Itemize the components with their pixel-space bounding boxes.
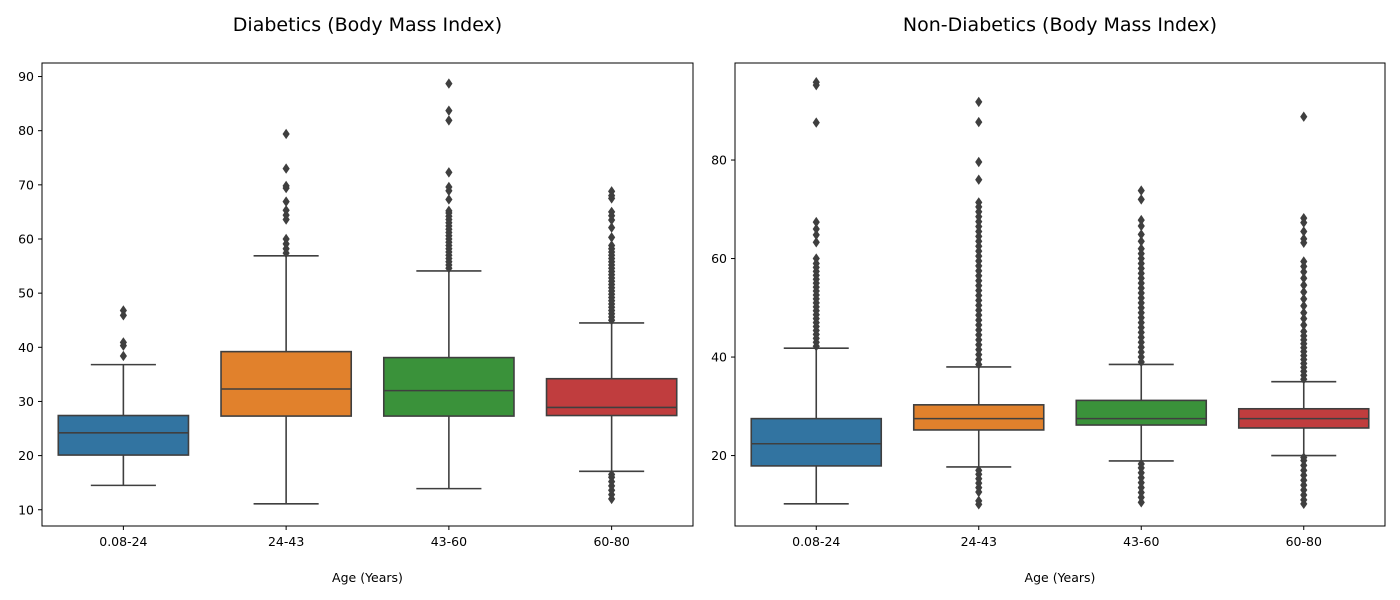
y-tick-label: 40 bbox=[18, 340, 34, 355]
x-tick-label: 60-80 bbox=[593, 534, 629, 549]
x-tick-label: 43-60 bbox=[431, 534, 467, 549]
y-tick-label: 60 bbox=[711, 251, 727, 266]
outlier-point bbox=[975, 157, 982, 167]
outlier-point bbox=[445, 78, 452, 88]
outlier-point bbox=[975, 175, 982, 185]
y-tick-label: 50 bbox=[18, 286, 34, 301]
chart-2: Non-Diabetics (Body Mass Index) 20 40 60 80 0… bbox=[711, 14, 1385, 585]
outlier-point bbox=[1138, 194, 1145, 204]
axes-frame bbox=[42, 63, 693, 526]
outlier-point bbox=[813, 117, 820, 127]
y-tick-label: 20 bbox=[18, 448, 34, 463]
box-group bbox=[1076, 185, 1206, 507]
y-tick-label: 10 bbox=[18, 502, 34, 517]
outlier-point bbox=[975, 97, 982, 107]
box-iqr bbox=[384, 358, 514, 416]
chart-title: Diabetics (Body Mass Index) bbox=[233, 14, 502, 36]
x-tick-label: 0.08-24 bbox=[792, 534, 840, 549]
box-group bbox=[1239, 111, 1369, 509]
chart-title: Non-Diabetics (Body Mass Index) bbox=[903, 14, 1217, 36]
box-group bbox=[914, 97, 1044, 510]
x-tick-label: 0.08-24 bbox=[99, 534, 147, 549]
x-tick-label: 60-80 bbox=[1286, 534, 1322, 549]
outlier-point bbox=[120, 351, 127, 361]
y-tick-label: 60 bbox=[18, 231, 34, 246]
outlier-point bbox=[1138, 215, 1145, 225]
box-iqr bbox=[914, 405, 1044, 430]
y-tick-label: 80 bbox=[18, 123, 34, 138]
outlier-point bbox=[975, 117, 982, 127]
outlier-point bbox=[1138, 185, 1145, 195]
outlier-point bbox=[283, 196, 290, 206]
outlier-point bbox=[1300, 111, 1307, 121]
box-iqr bbox=[547, 379, 677, 416]
box-group bbox=[751, 77, 881, 504]
y-tick-label: 80 bbox=[711, 153, 727, 168]
y-tick-label: 30 bbox=[18, 394, 34, 409]
y-tick-label: 20 bbox=[711, 448, 727, 463]
outlier-point bbox=[608, 232, 615, 242]
box-iqr bbox=[58, 416, 188, 456]
outlier-point bbox=[1300, 226, 1307, 236]
x-axis-label: Age (Years) bbox=[332, 570, 403, 585]
chart-1: Diabetics (Body Mass Index) 10 20 30 40 50 60 7… bbox=[18, 14, 693, 585]
box-group bbox=[547, 186, 677, 504]
box-iqr bbox=[221, 352, 351, 416]
box-group bbox=[58, 305, 188, 485]
box-iqr bbox=[751, 419, 881, 466]
x-tick-label: 24-43 bbox=[961, 534, 997, 549]
x-tick-label: 24-43 bbox=[268, 534, 304, 549]
box-group bbox=[221, 129, 351, 504]
outlier-point bbox=[813, 217, 820, 227]
outlier-point bbox=[283, 163, 290, 173]
outlier-point bbox=[283, 129, 290, 139]
box-iqr bbox=[1076, 400, 1206, 425]
x-axis-label: Age (Years) bbox=[1025, 570, 1096, 585]
y-tick-label: 90 bbox=[18, 69, 34, 84]
x-tick-label: 43-60 bbox=[1123, 534, 1159, 549]
outlier-point bbox=[445, 167, 452, 177]
outlier-point bbox=[445, 105, 452, 115]
box-group bbox=[384, 78, 514, 488]
outlier-point bbox=[445, 115, 452, 125]
y-tick-label: 70 bbox=[18, 177, 34, 192]
y-tick-label: 40 bbox=[711, 350, 727, 365]
